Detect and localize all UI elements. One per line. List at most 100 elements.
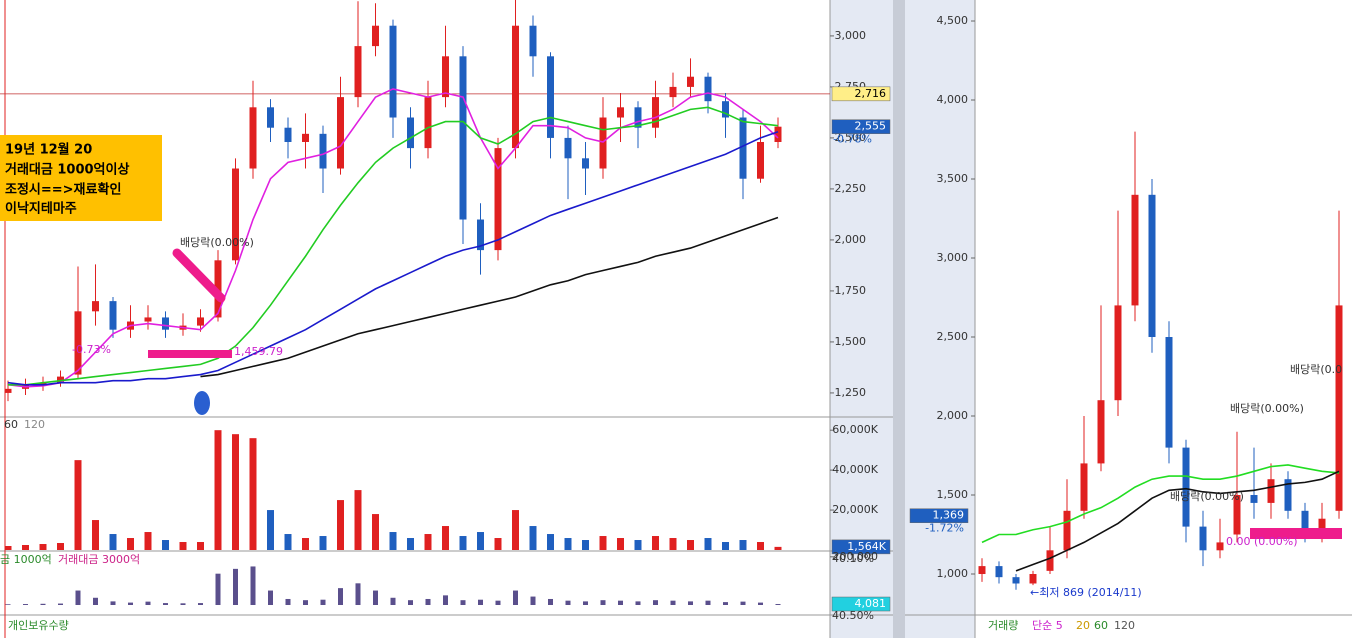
- volume-bar: [354, 490, 362, 550]
- volume-bar: [669, 538, 677, 550]
- legend: 거래대금 3000억: [58, 553, 140, 566]
- highlight-bar: [148, 350, 232, 358]
- volume-bar: [74, 460, 82, 550]
- candle-body: [197, 317, 204, 326]
- change-label: -0.78%: [833, 133, 872, 146]
- trade-bar: [758, 602, 763, 605]
- volume-bar: [459, 536, 467, 550]
- legend: 거래량: [988, 619, 1018, 632]
- trade-bar: [250, 566, 256, 605]
- trade-bar: [775, 604, 781, 605]
- event-label: 배당락(0.0: [1290, 363, 1342, 376]
- volume-bar: [372, 514, 379, 550]
- trade-bar: [583, 601, 588, 605]
- trade-bar: [373, 590, 378, 605]
- trade-bar: [408, 600, 413, 605]
- trade-bar: [460, 600, 466, 605]
- y-tick-label: 3,000: [835, 29, 867, 42]
- candle-body: [1012, 577, 1020, 584]
- volume-bar: [337, 500, 344, 550]
- trade-bar: [180, 603, 186, 605]
- candle-body: [1267, 479, 1275, 503]
- volume-bar: [197, 542, 204, 550]
- price-box: [831, 86, 891, 102]
- volume-bar: [599, 536, 607, 550]
- volume-bar: [109, 534, 117, 550]
- left-plot: [0, 0, 830, 638]
- price-box-label: 2,716: [855, 87, 887, 100]
- candle-body: [582, 158, 589, 169]
- trade-bar: [93, 597, 98, 605]
- candle-body: [4, 388, 12, 393]
- annotation-line: 19년 12월 20: [5, 142, 92, 158]
- candle-body: [144, 317, 152, 322]
- candle-body: [109, 301, 117, 330]
- candle-body: [39, 382, 47, 385]
- candle-body: [512, 25, 519, 149]
- price-box: [831, 539, 891, 555]
- trade-bar: [565, 600, 571, 605]
- legend: 120: [1114, 619, 1135, 632]
- candle-body: [1318, 518, 1326, 535]
- volume-bar: [652, 536, 659, 550]
- trade-bar: [723, 602, 728, 605]
- candle-body: [1301, 510, 1309, 535]
- volume-bar: [757, 542, 764, 550]
- moving-average: [7, 88, 779, 388]
- trade-bar: [303, 600, 308, 605]
- volume-bar: [39, 544, 47, 550]
- volume-bar: [494, 538, 502, 550]
- volume-bar: [529, 526, 537, 550]
- candle-body: [494, 148, 502, 251]
- candle-body: [669, 86, 677, 98]
- candle-body: [529, 25, 537, 57]
- volume-bar: [214, 430, 222, 550]
- moving-average: [200, 216, 779, 378]
- volume-bar: [617, 538, 624, 550]
- annotation-line: 조정시==>재료확인: [5, 182, 121, 198]
- y-tick-label: 2,000: [937, 409, 969, 422]
- volume-bar: [179, 542, 187, 550]
- candle-body: [634, 107, 642, 128]
- candle-body: [739, 117, 747, 179]
- candle-body: [564, 137, 572, 159]
- trade-bar: [600, 600, 606, 605]
- candle-body: [337, 97, 344, 169]
- low-label: ←최저 869 (2014/11): [1030, 586, 1142, 599]
- candle-body: [617, 107, 624, 118]
- volume-bar: [512, 510, 519, 550]
- y-tick-label: 40,000K: [832, 463, 878, 476]
- candle-body: [232, 168, 239, 261]
- volume-bar: [127, 538, 134, 550]
- pct-label: -0.73%: [72, 343, 111, 356]
- candle-body: [774, 126, 782, 142]
- ma-label: 60: [4, 418, 18, 431]
- change-label: -1.72%: [925, 522, 964, 535]
- candle-body: [389, 25, 397, 118]
- event-label: 배당락(0.00%): [1170, 490, 1244, 503]
- candle-body: [57, 376, 64, 383]
- candle-body: [1063, 510, 1071, 551]
- trade-bar: [338, 588, 343, 605]
- volume-bar: [389, 532, 397, 550]
- candle-body: [687, 76, 694, 87]
- volume-bar: [302, 538, 309, 550]
- volume-bar: [92, 520, 99, 550]
- candle-body: [1250, 495, 1258, 503]
- moving-average: [981, 464, 1340, 544]
- y-tick-label: 1,750: [835, 284, 867, 297]
- candle-body: [722, 101, 729, 118]
- candle-body: [459, 56, 467, 220]
- trade-bar: [635, 601, 641, 605]
- legend: 20: [1076, 619, 1090, 632]
- candle-body: [354, 46, 362, 98]
- volume-bar: [582, 540, 589, 550]
- candle-body: [1080, 463, 1088, 511]
- ma-label: 120: [24, 418, 45, 431]
- candle-body: [1199, 526, 1207, 551]
- volume-bar: [267, 510, 274, 550]
- y-tick-label: 60,000K: [832, 423, 878, 436]
- candle-body: [267, 107, 274, 128]
